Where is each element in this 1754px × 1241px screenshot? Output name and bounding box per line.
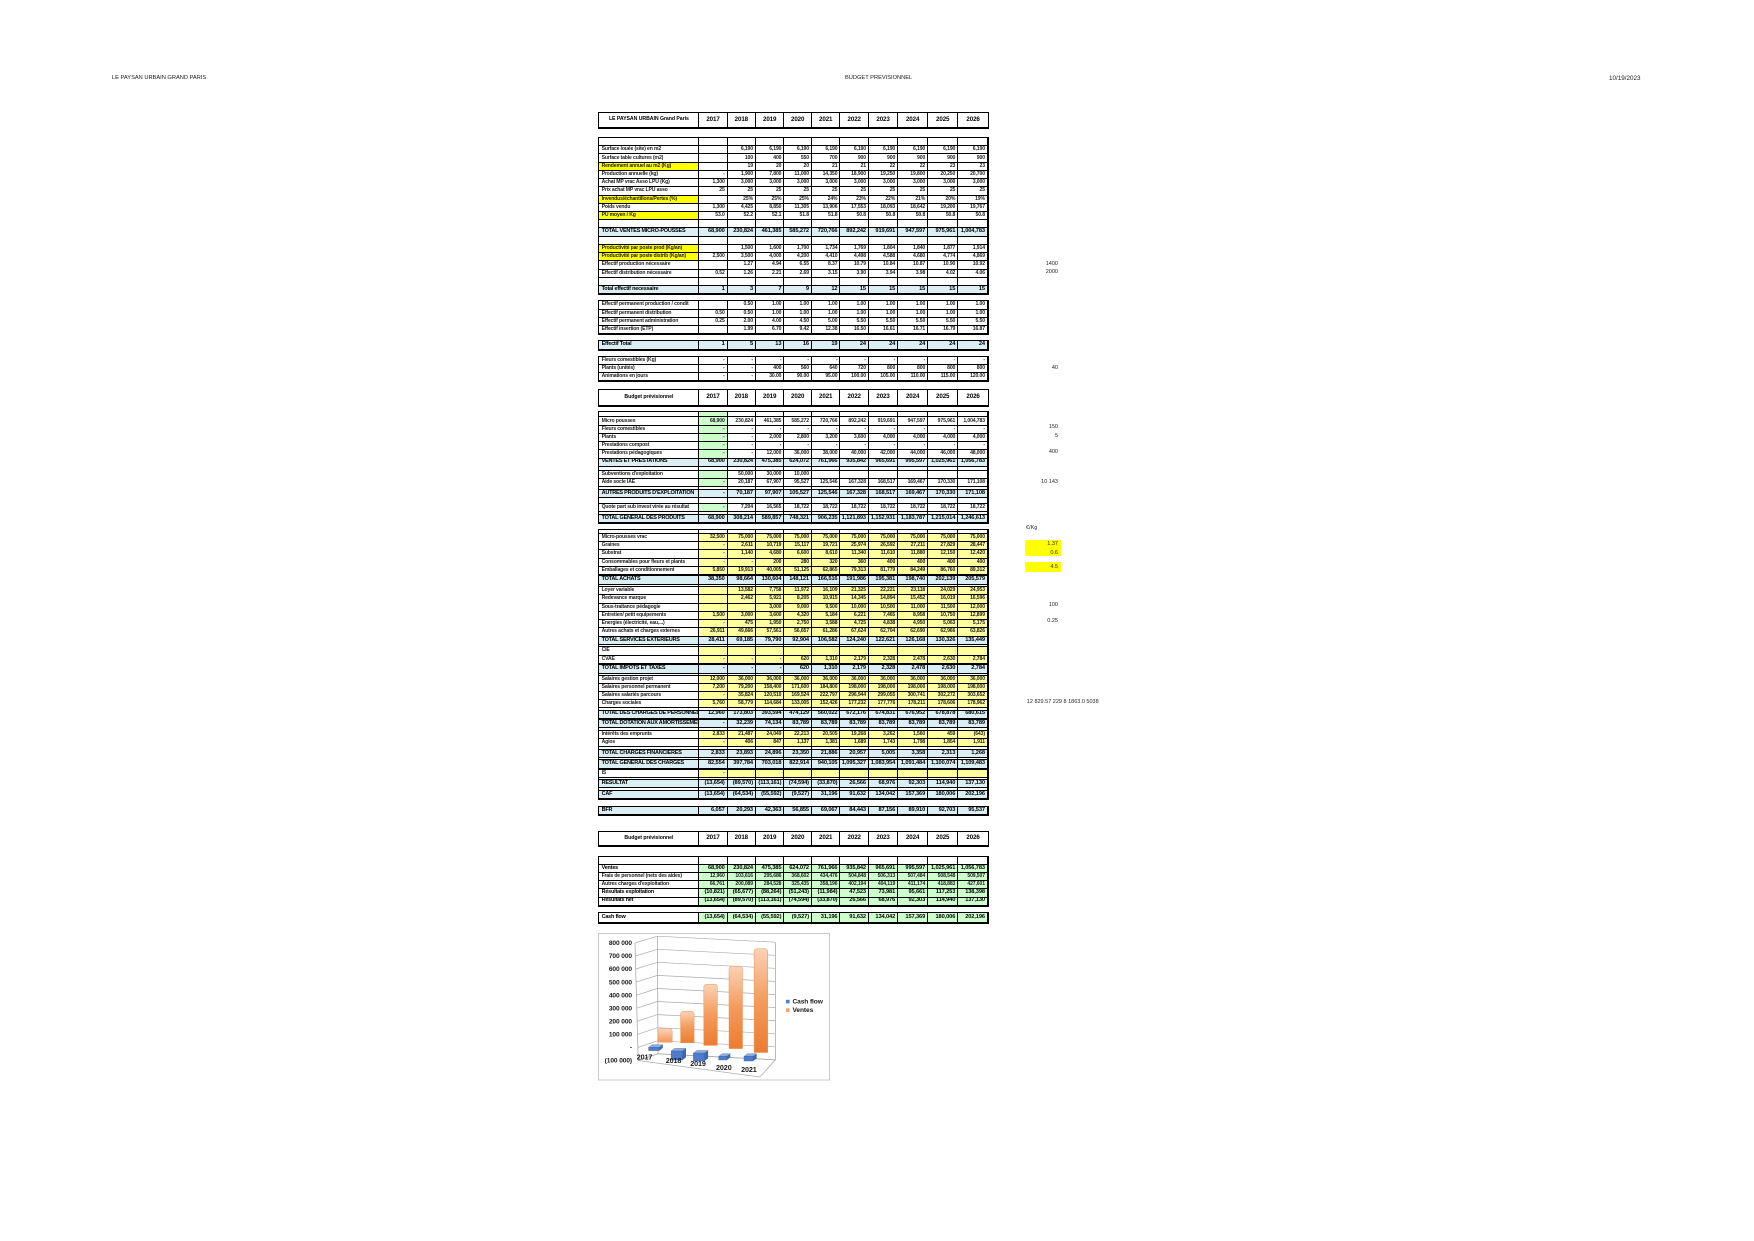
svg-text:2019: 2019 (690, 1059, 706, 1068)
svg-text:600 000: 600 000 (609, 966, 633, 973)
svg-text:800 000: 800 000 (609, 940, 633, 947)
svg-text:2020: 2020 (716, 1063, 732, 1072)
svg-text:300 000: 300 000 (609, 1006, 633, 1013)
svg-text:2017: 2017 (637, 1053, 653, 1062)
svg-text:Cash flow: Cash flow (793, 999, 824, 1006)
svg-text:Ventes: Ventes (793, 1007, 814, 1014)
svg-text:(100 000): (100 000) (605, 1058, 632, 1065)
svg-text:100 000: 100 000 (609, 1032, 633, 1039)
svg-text:2021: 2021 (741, 1065, 757, 1074)
svg-text:400 000: 400 000 (609, 992, 633, 999)
svg-text:200 000: 200 000 (609, 1019, 633, 1026)
svg-text:2018: 2018 (666, 1056, 682, 1065)
svg-text:-: - (630, 1045, 632, 1052)
svg-text:700 000: 700 000 (609, 953, 633, 960)
svg-text:500 000: 500 000 (609, 979, 633, 986)
